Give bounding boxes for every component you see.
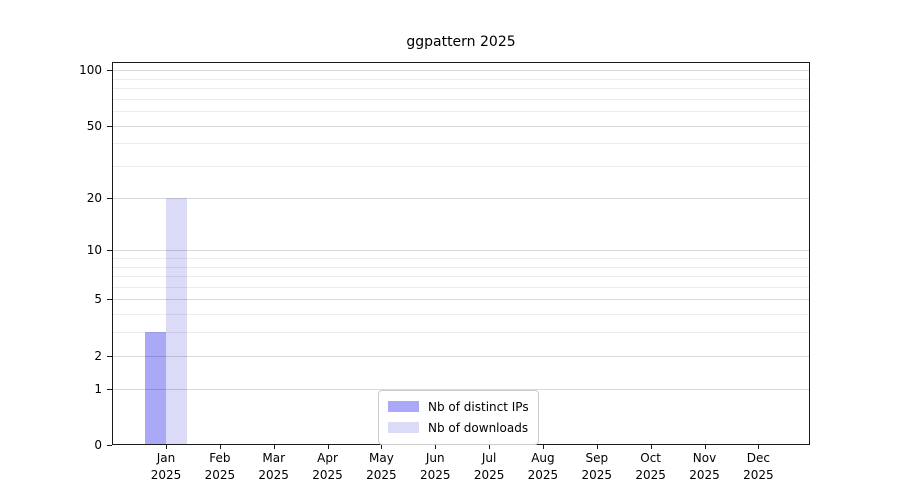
x-tick-mark [166,445,167,449]
y-axis-tick-label: 0 [94,438,102,452]
y-axis-tick-label: 100 [79,63,102,78]
x-tick-mark [273,445,275,449]
x-axis-tick-label: Nov 2025 [689,451,720,482]
major-gridline [113,70,809,72]
x-axis-tick-label: Jul 2025 [473,451,505,482]
x-axis-tick-label: Mar 2025 [258,451,289,482]
x-axis-tick-label: Dec 2025 [743,451,774,482]
minor-gridline [113,258,809,259]
bar-downloads [166,197,187,445]
minor-gridline [113,276,809,278]
x-tick-mark [704,445,706,449]
minor-gridline [113,98,809,100]
minor-gridline [113,266,809,268]
x-tick-mark [327,445,329,449]
plot-area-border [112,62,810,445]
x-tick-mark [381,445,383,449]
y-axis-tick-label: 10 [86,243,102,258]
x-axis-tick-label: Oct 2025 [635,451,666,482]
x-tick-mark [650,445,652,449]
major-gridline [113,355,809,357]
x-tick-mark [596,445,598,449]
legend: Nb of distinct IPs Nb of downloads [378,390,539,445]
minor-gridline [113,88,809,90]
x-tick-mark [219,445,221,449]
minor-gridline [113,332,809,334]
major-gridline [113,299,809,301]
x-axis-tick-label: Jun 2025 [419,451,451,482]
legend-swatch-downloads [388,422,419,433]
y-tick-mark [107,445,112,446]
y-tick-mark [107,125,112,127]
legend-label: Nb of downloads [428,420,529,435]
y-tick-mark [107,197,112,199]
major-gridline [113,250,809,252]
x-axis-tick-label: Feb 2025 [204,451,236,482]
major-gridline [113,197,809,199]
minor-gridline [113,143,809,145]
x-axis-tick-label: Aug 2025 [527,451,559,482]
x-tick-mark [435,445,437,449]
legend-swatch-distinct-ips [388,401,419,412]
y-axis-tick-label: 5 [94,292,102,307]
x-tick-mark [542,445,544,449]
major-gridline [113,388,809,390]
minor-gridline [113,111,809,113]
x-axis-tick-label: Jan 2025 [150,451,182,482]
major-gridline [113,125,809,127]
minor-gridline [113,286,809,288]
y-tick-mark [107,250,112,252]
legend-item: Nb of downloads [388,417,529,438]
y-axis-tick-label: 1 [94,381,102,396]
x-tick-mark [758,445,760,449]
x-axis-tick-label: May 2025 [366,451,397,482]
y-axis-tick-label: 20 [86,190,102,205]
bar-distinct-ips [145,332,166,445]
y-tick-mark [107,70,112,72]
legend-item: Nb of distinct IPs [388,396,529,417]
y-tick-mark [107,299,112,301]
chart-title: ggpattern 2025 [406,34,516,50]
y-axis-tick-label: 50 [86,118,102,133]
x-tick-mark [489,445,491,449]
legend-label: Nb of distinct IPs [428,399,529,414]
y-axis-tick-label: 2 [94,348,102,363]
y-tick-mark [107,388,112,390]
x-axis-tick-label: Apr 2025 [312,451,343,482]
minor-gridline [113,78,809,80]
x-axis-tick-label: Sep 2025 [581,451,613,482]
minor-gridline [113,166,809,168]
y-tick-mark [107,355,112,357]
minor-gridline [113,314,809,316]
